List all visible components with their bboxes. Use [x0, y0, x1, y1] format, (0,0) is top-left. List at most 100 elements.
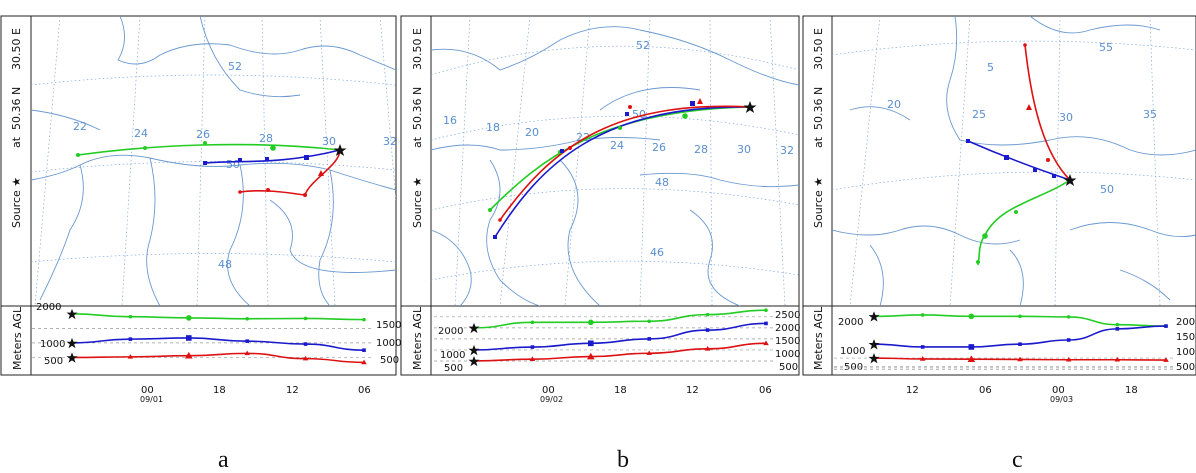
panel-c: 20 25 30 35 55 50 5 Source ★ at 50.36 N 30.50… — [803, 16, 1196, 473]
y-tick-right: 1500 — [376, 320, 401, 331]
x-tick: 18 — [1125, 385, 1138, 396]
panel-letter: b — [617, 447, 629, 473]
data-point — [129, 337, 133, 341]
data-point — [647, 337, 651, 341]
svg-text:18: 18 — [486, 121, 500, 134]
svg-text:52: 52 — [228, 60, 242, 73]
data-point — [969, 314, 975, 320]
data-point — [969, 344, 975, 350]
svg-text:46: 46 — [650, 246, 664, 259]
svg-text:50: 50 — [1100, 183, 1114, 196]
svg-text:30: 30 — [1059, 111, 1073, 124]
svg-text:30: 30 — [737, 143, 751, 156]
y-tick-right: 500 — [1176, 362, 1195, 373]
data-point — [304, 317, 308, 321]
data-point — [706, 313, 710, 317]
ylabel: Meters AGL — [11, 306, 24, 370]
at-label: at — [411, 136, 424, 148]
data-point — [362, 318, 366, 322]
svg-text:55: 55 — [1099, 41, 1113, 54]
panel-a: 22 24 26 28 30 32 52 50 48 Source ★ at 50.36 N… — [1, 16, 401, 473]
data-point — [764, 322, 768, 326]
y-tick-left: 2000 — [36, 302, 61, 313]
data-point — [764, 308, 768, 312]
date-label: 09/02 — [540, 395, 563, 404]
svg-text:50: 50 — [226, 158, 240, 171]
side-label: Source ★ at 50.36 N 30.50 E — [411, 28, 424, 228]
data-point — [647, 319, 651, 323]
svg-text:25: 25 — [972, 108, 986, 121]
svg-text:28: 28 — [694, 143, 708, 156]
y-tick-right: 500 — [779, 362, 798, 373]
data-point — [531, 345, 535, 349]
x-tick: 18 — [614, 385, 627, 396]
panel-frame — [401, 16, 799, 375]
svg-text:48: 48 — [655, 176, 669, 189]
data-point — [921, 345, 925, 349]
ylabel: Meters AGL — [812, 306, 825, 370]
data-point — [304, 342, 308, 346]
y-tick-right: 2000 — [775, 323, 800, 334]
data-point — [1018, 342, 1022, 346]
lat-label: 50.36 N — [812, 87, 825, 130]
data-point — [1164, 324, 1168, 328]
y-tick-right: 200 — [1176, 317, 1195, 328]
date-label: 09/01 — [140, 395, 163, 404]
svg-text:28: 28 — [259, 132, 273, 145]
date-label: 09/03 — [1050, 395, 1073, 404]
side-label: Source ★ at 50.36 N 30.50 E — [10, 28, 23, 228]
x-tick: 12 — [286, 385, 299, 396]
y-tick-left: 2000 — [838, 317, 863, 328]
svg-text:35: 35 — [1143, 108, 1157, 121]
lon-label: 30.50 E — [411, 28, 424, 70]
svg-text:32: 32 — [383, 135, 397, 148]
data-point — [588, 320, 594, 326]
svg-text:24: 24 — [134, 127, 148, 140]
x-tick: 12 — [906, 385, 919, 396]
data-point — [245, 339, 249, 343]
svg-text:5: 5 — [987, 61, 994, 74]
data-point — [245, 317, 249, 321]
data-point — [186, 335, 192, 341]
x-tick: 06 — [759, 385, 772, 396]
panel-frame — [1, 16, 396, 375]
panel-letter: c — [1012, 447, 1023, 473]
lat-label: 50.36 N — [10, 87, 23, 130]
x-tick: 12 — [686, 385, 699, 396]
data-point — [531, 321, 535, 325]
panel-letter: a — [218, 447, 229, 473]
y-tick-left: 500 — [444, 363, 463, 374]
data-point — [186, 315, 192, 321]
data-point — [1116, 323, 1120, 327]
data-point — [588, 341, 594, 347]
lat-label: 50.36 N — [411, 87, 424, 130]
data-point — [1018, 315, 1022, 319]
data-point — [1116, 327, 1120, 331]
svg-text:52: 52 — [636, 39, 650, 52]
y-tick-right: 1000 — [775, 349, 800, 360]
svg-text:48: 48 — [218, 258, 232, 271]
svg-text:22: 22 — [73, 120, 87, 133]
x-tick: 18 — [213, 385, 226, 396]
y-tick-left: 1000 — [440, 350, 465, 361]
svg-text:26: 26 — [652, 141, 666, 154]
svg-text:20: 20 — [887, 98, 901, 111]
data-point — [1067, 338, 1071, 342]
y-tick-right: 2500 — [775, 310, 800, 321]
y-tick-right: 500 — [380, 355, 399, 366]
svg-text:24: 24 — [610, 139, 624, 152]
side-label: Source ★ at 50.36 N 30.50 E — [812, 28, 825, 228]
x-tick: 06 — [358, 385, 371, 396]
svg-text:20: 20 — [525, 126, 539, 139]
source-label: Source ★ — [411, 177, 424, 228]
svg-text:30: 30 — [322, 135, 336, 148]
at-label: at — [10, 136, 23, 148]
data-point — [362, 348, 366, 352]
lon-label: 30.50 E — [812, 28, 825, 70]
svg-text:32: 32 — [780, 144, 794, 157]
svg-text:26: 26 — [196, 128, 210, 141]
y-tick-left: 1000 — [840, 346, 865, 357]
ylabel: Meters AGL — [411, 306, 424, 370]
